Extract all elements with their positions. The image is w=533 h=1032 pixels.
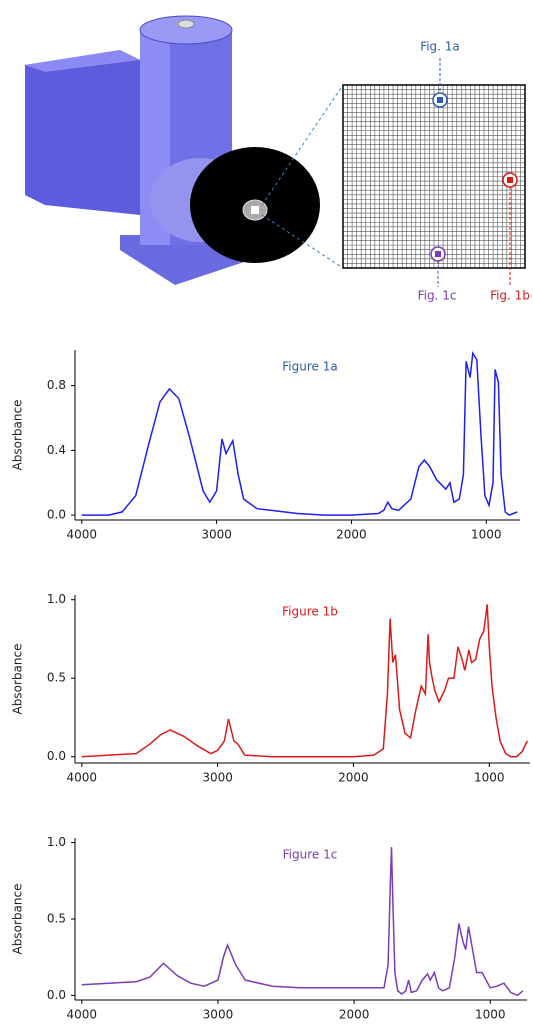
zoom-line xyxy=(261,214,344,269)
device-cylinder-top xyxy=(139,15,233,45)
y-tick-label: 0.8 xyxy=(47,378,66,392)
chart-title: Figure 1a xyxy=(282,360,337,374)
x-tick-label: 4000 xyxy=(66,528,97,542)
device-knob xyxy=(177,19,195,29)
spot xyxy=(435,251,441,257)
x-tick-label: 3000 xyxy=(201,528,232,542)
spot-label: Fig. 1a xyxy=(420,40,460,54)
x-tick-label: 1000 xyxy=(471,528,502,542)
spectrum-line xyxy=(81,350,518,516)
y-tick-label: 1.0 xyxy=(47,592,66,606)
sample-grid xyxy=(343,85,525,268)
device-box xyxy=(25,50,140,215)
spot-label: Fig. 1b xyxy=(490,289,530,303)
y-tick-label: 0.5 xyxy=(47,671,66,685)
device-illustration: Fig. 1a Fig. 1b Fig. 1c xyxy=(25,15,530,303)
x-tick-label: 1000 xyxy=(475,1008,506,1022)
spectrum-line xyxy=(81,847,524,997)
y-tick-label: 0.0 xyxy=(47,988,66,1002)
spectrum-line xyxy=(81,604,528,758)
x-tick-label: 2000 xyxy=(336,528,367,542)
y-axis-label: Absorbance xyxy=(11,400,25,471)
device-sample xyxy=(251,206,259,214)
y-axis-label: Absorbance xyxy=(11,884,25,955)
y-tick-label: 0.5 xyxy=(47,912,66,926)
spot-label: Fig. 1c xyxy=(418,289,457,303)
x-tick-label: 3000 xyxy=(202,771,233,785)
zoom-line xyxy=(261,84,344,206)
y-tick-label: 0.0 xyxy=(47,749,66,763)
y-tick-label: 0.4 xyxy=(47,443,66,457)
chart-title: Figure 1b xyxy=(282,605,338,619)
x-tick-label: 2000 xyxy=(339,1008,370,1022)
x-tick-label: 4000 xyxy=(67,1008,98,1022)
y-axis-label: Absorbance xyxy=(11,644,25,715)
y-tick-label: 1.0 xyxy=(47,835,66,849)
x-tick-label: 1000 xyxy=(474,771,505,785)
device-box-top xyxy=(25,50,140,72)
y-tick-label: 0.0 xyxy=(47,508,66,522)
x-tick-label: 3000 xyxy=(203,1008,234,1022)
spot xyxy=(507,177,513,183)
x-tick-label: 2000 xyxy=(338,771,369,785)
x-tick-label: 4000 xyxy=(67,771,98,785)
grid-border xyxy=(342,84,526,269)
spot xyxy=(437,97,443,103)
chart-title: Figure 1c xyxy=(283,848,338,862)
